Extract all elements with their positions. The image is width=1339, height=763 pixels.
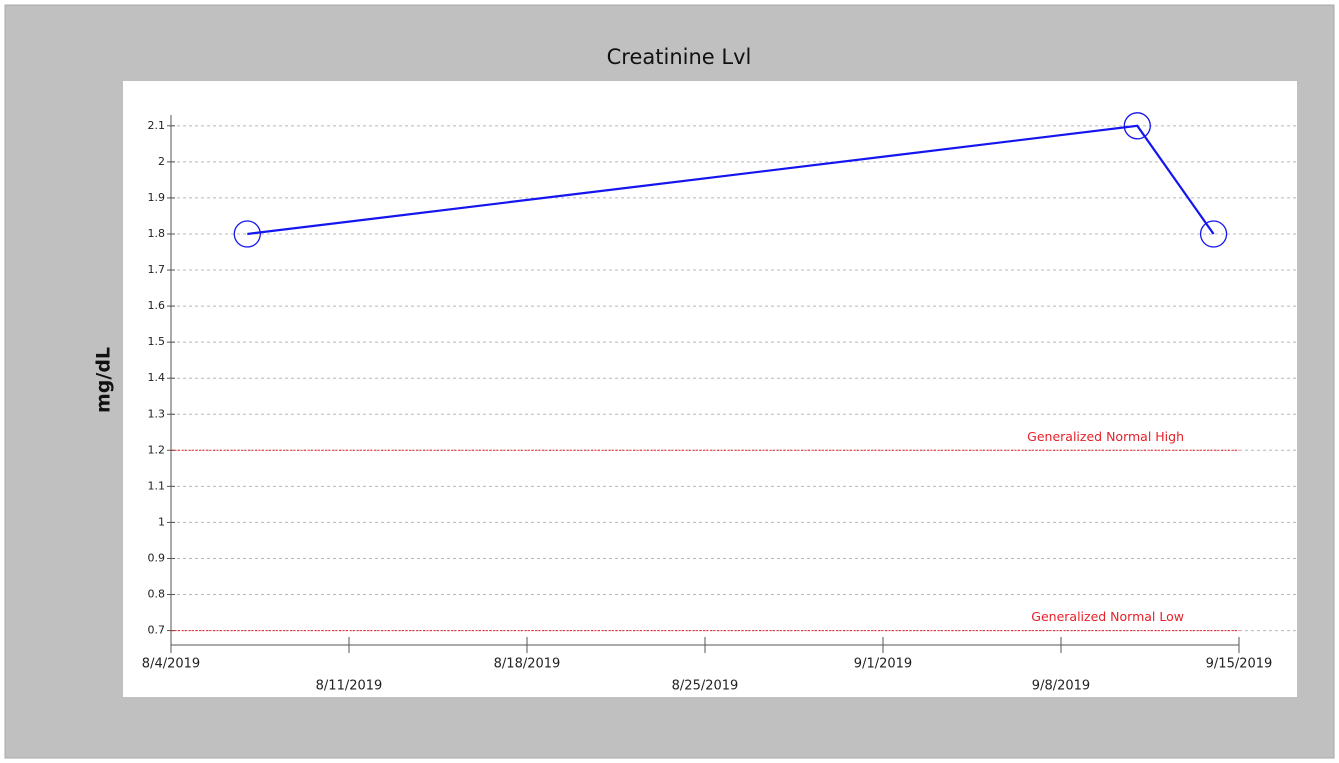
- x-tick-label: 9/1/2019: [854, 657, 912, 672]
- y-tick-label: 0.9: [148, 551, 166, 564]
- y-tick-label: 1.3: [148, 407, 166, 420]
- y-tick-label: 1.5: [148, 335, 166, 348]
- point-marker: [233, 220, 261, 248]
- y-tick-label: 0.8: [148, 588, 166, 601]
- y-tick-label: 1.7: [148, 263, 166, 276]
- x-tick-label: 9/15/2019: [1206, 657, 1273, 672]
- y-tick-label: 1: [158, 515, 165, 528]
- reference-label: Generalized Normal Low: [1031, 609, 1184, 624]
- point-marker: [1123, 112, 1151, 140]
- y-tick-label: 0.7: [148, 624, 166, 637]
- x-tick-label: 8/4/2019: [142, 657, 200, 672]
- y-tick-label: 1.8: [148, 227, 166, 240]
- y-tick-label: 1.6: [148, 299, 166, 312]
- line: [247, 124, 1215, 236]
- y-tick-label: 2.1: [148, 119, 166, 132]
- x-tick-label: 8/18/2019: [494, 657, 561, 672]
- point-marker: [1199, 220, 1228, 248]
- y-tick-label: 1.2: [148, 443, 166, 456]
- y-tick-label: 1.1: [148, 479, 166, 492]
- y-tick-label: 1.4: [148, 371, 166, 384]
- reference-label: Generalized Normal High: [1027, 429, 1184, 444]
- x-tick-label: 8/25/2019: [672, 679, 739, 694]
- x-tick-label: 9/8/2019: [1032, 679, 1090, 694]
- y-tick-label: 2: [158, 155, 165, 168]
- plot-panel: [123, 81, 1297, 697]
- chart-title: Creatinine Lvl: [607, 45, 752, 69]
- y-tick-label: 1.9: [148, 191, 166, 204]
- y-axis-label: mg/dL: [93, 347, 115, 413]
- x-tick-label: 8/11/2019: [316, 679, 383, 694]
